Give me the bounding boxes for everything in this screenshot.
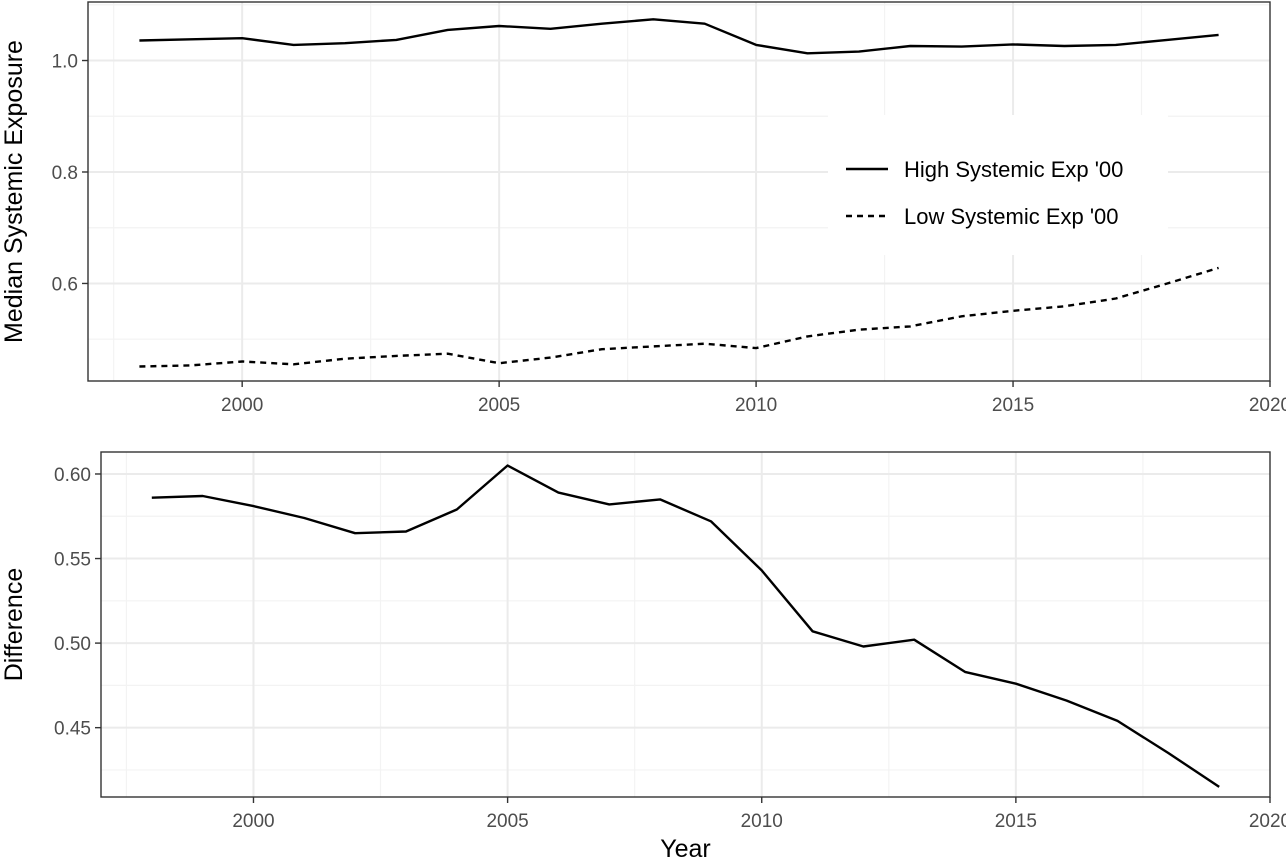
x-tick-label: 2010 — [741, 811, 783, 832]
x-tick-label: 2010 — [735, 395, 777, 416]
legend-background — [828, 115, 1168, 255]
series-line-high-systemic-exp-00 — [139, 18, 1219, 55]
gridlines — [101, 452, 1270, 797]
y-tick-label: 1.0 — [52, 52, 78, 73]
y-tick-label: 0.50 — [54, 634, 91, 655]
x-tick-label: 2000 — [221, 395, 263, 416]
legend-label: High Systemic Exp '00 — [904, 157, 1123, 182]
x-tick-label: 2015 — [992, 395, 1034, 416]
legend-label: Low Systemic Exp '00 — [904, 204, 1119, 229]
bottom-panel-difference: 0.45 0.50 0.55 0.60 2000 2005 2010 2015 2020 Diff… — [0, 451, 1286, 863]
x-tick-label: 2005 — [486, 811, 528, 832]
series-line-low-systemic-exp-00 — [139, 266, 1219, 368]
y-axis-title: Median Systemic Exposure — [0, 40, 28, 343]
y-tick-label: 0.45 — [54, 719, 91, 740]
y-axis-title: Difference — [0, 568, 28, 682]
legend: High Systemic Exp '00 Low Systemic Exp '0… — [828, 115, 1168, 255]
x-tick-label: 2015 — [995, 811, 1037, 832]
x-tick-label: 2000 — [232, 811, 274, 832]
x-axis-title: Year — [660, 835, 711, 863]
panel-border — [87, 1, 1271, 382]
series-line-difference — [151, 464, 1220, 788]
y-tick-label: 0.8 — [52, 163, 78, 184]
y-tick-label: 0.60 — [54, 465, 91, 486]
x-tick-label: 2005 — [478, 395, 520, 416]
panel-border — [100, 451, 1271, 798]
y-tick-label: 0.6 — [52, 274, 78, 295]
x-tick-label: 2020 — [1249, 395, 1286, 416]
top-panel-median-exposure: High Systemic Exp '00 Low Systemic Exp '0… — [0, 1, 1286, 416]
x-tick-label: 2020 — [1249, 811, 1286, 832]
y-tick-label: 0.55 — [54, 550, 91, 571]
